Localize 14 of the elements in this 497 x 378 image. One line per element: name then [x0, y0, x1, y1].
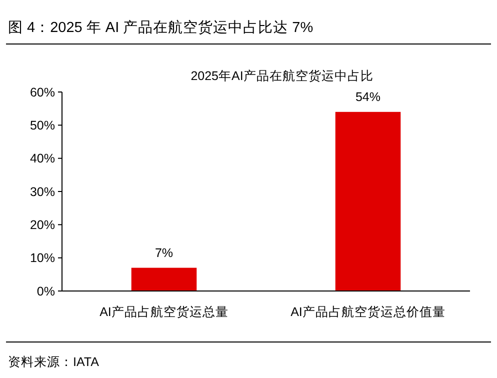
y-tick-label: 20%	[30, 218, 55, 232]
x-tick-label: AI产品占航空货运总价值量	[290, 305, 446, 319]
y-tick-label: 50%	[30, 118, 55, 133]
chart-title: 图 4：2025 年 AI 产品在航空货运中占比达 7%	[8, 19, 314, 36]
text: 资料来源：IATA	[8, 355, 100, 369]
y-tick-label: 10%	[30, 251, 55, 266]
x-tick-label: AI产品占航空货运总量	[100, 305, 228, 319]
chart-subtitle: 2025年AI产品在航空货运中占比	[190, 69, 374, 83]
data-label: 7%	[154, 246, 174, 260]
data-label: 54%	[355, 90, 381, 104]
y-tick-label: 30%	[30, 184, 55, 199]
y-tick-label: 0%	[36, 284, 55, 298]
y-tick-label: 40%	[30, 152, 55, 166]
y-tick-label: 60%	[30, 85, 55, 100]
